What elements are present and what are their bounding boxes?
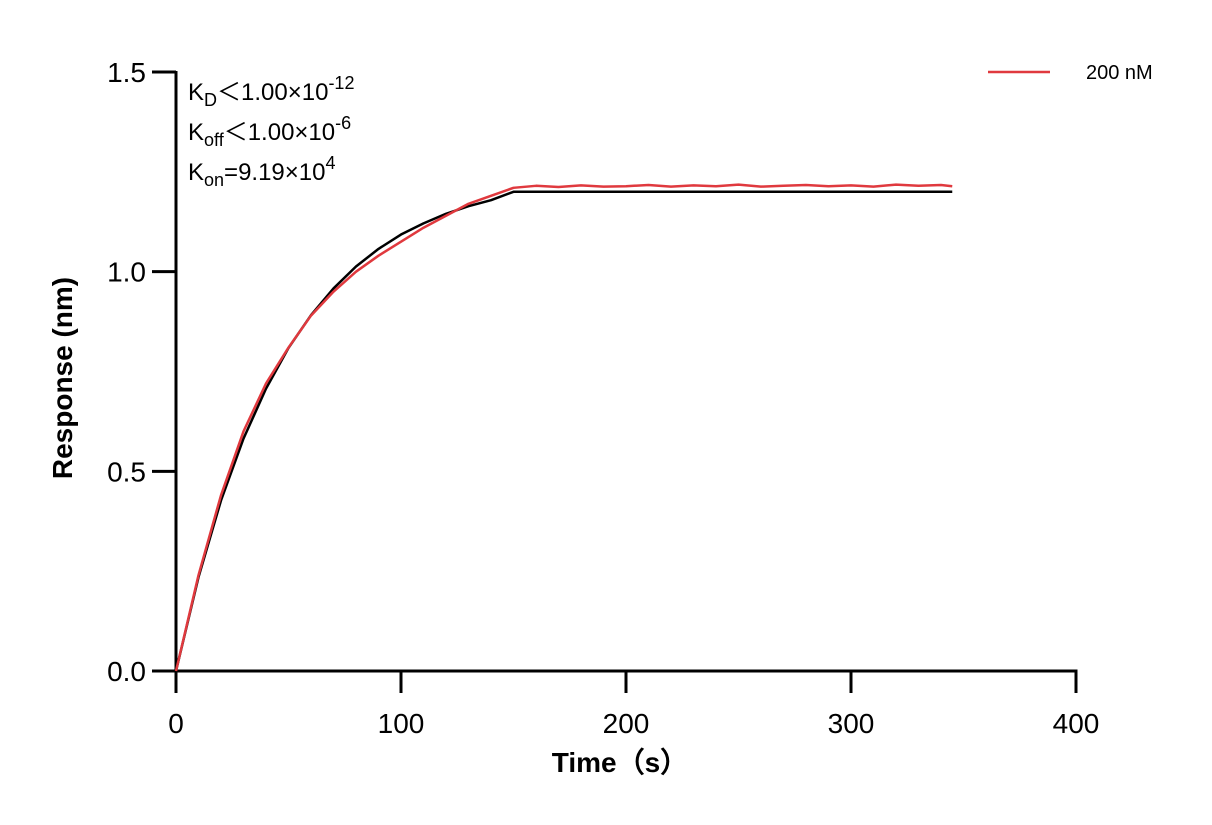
x-axis-label: Time（s） xyxy=(552,746,688,778)
x-tick-label: 300 xyxy=(828,708,875,739)
annotation-text: =9.19×10 xyxy=(224,159,325,186)
series-line xyxy=(174,183,953,672)
annotation: KD＜1.00×10-12 xyxy=(188,73,354,110)
y-tick-label: 1.0 xyxy=(107,257,146,288)
annotation-base: K xyxy=(188,119,204,146)
annotation-sub: D xyxy=(204,90,217,110)
annotation-sup: -12 xyxy=(328,73,354,93)
annotation-sup: -6 xyxy=(335,113,351,133)
annotation-base: K xyxy=(188,79,204,106)
y-tick-label: 1.5 xyxy=(107,57,146,88)
annotation-base: K xyxy=(188,159,204,186)
x-tick-label: 100 xyxy=(378,708,425,739)
legend-label: 200 nM xyxy=(1086,62,1153,84)
annotation-text: ＜1.00×10 xyxy=(217,79,328,106)
y-axis-label: Response (nm) xyxy=(47,277,78,479)
series-line xyxy=(174,190,953,672)
x-tick-label: 200 xyxy=(603,708,650,739)
annotation-text: ＜1.00×10 xyxy=(224,119,335,146)
annotation-sub: on xyxy=(204,170,224,190)
y-tick-label: 0.5 xyxy=(107,456,146,487)
annotation: Kon=9.19×104 xyxy=(188,153,336,190)
annotation-sub: off xyxy=(204,130,225,150)
annotation: Koff＜1.00×10-6 xyxy=(188,113,351,150)
annotation-sup: 4 xyxy=(325,153,335,173)
y-tick-label: 0.0 xyxy=(107,656,146,687)
x-tick-label: 0 xyxy=(168,708,184,739)
x-tick-label: 400 xyxy=(1053,708,1100,739)
